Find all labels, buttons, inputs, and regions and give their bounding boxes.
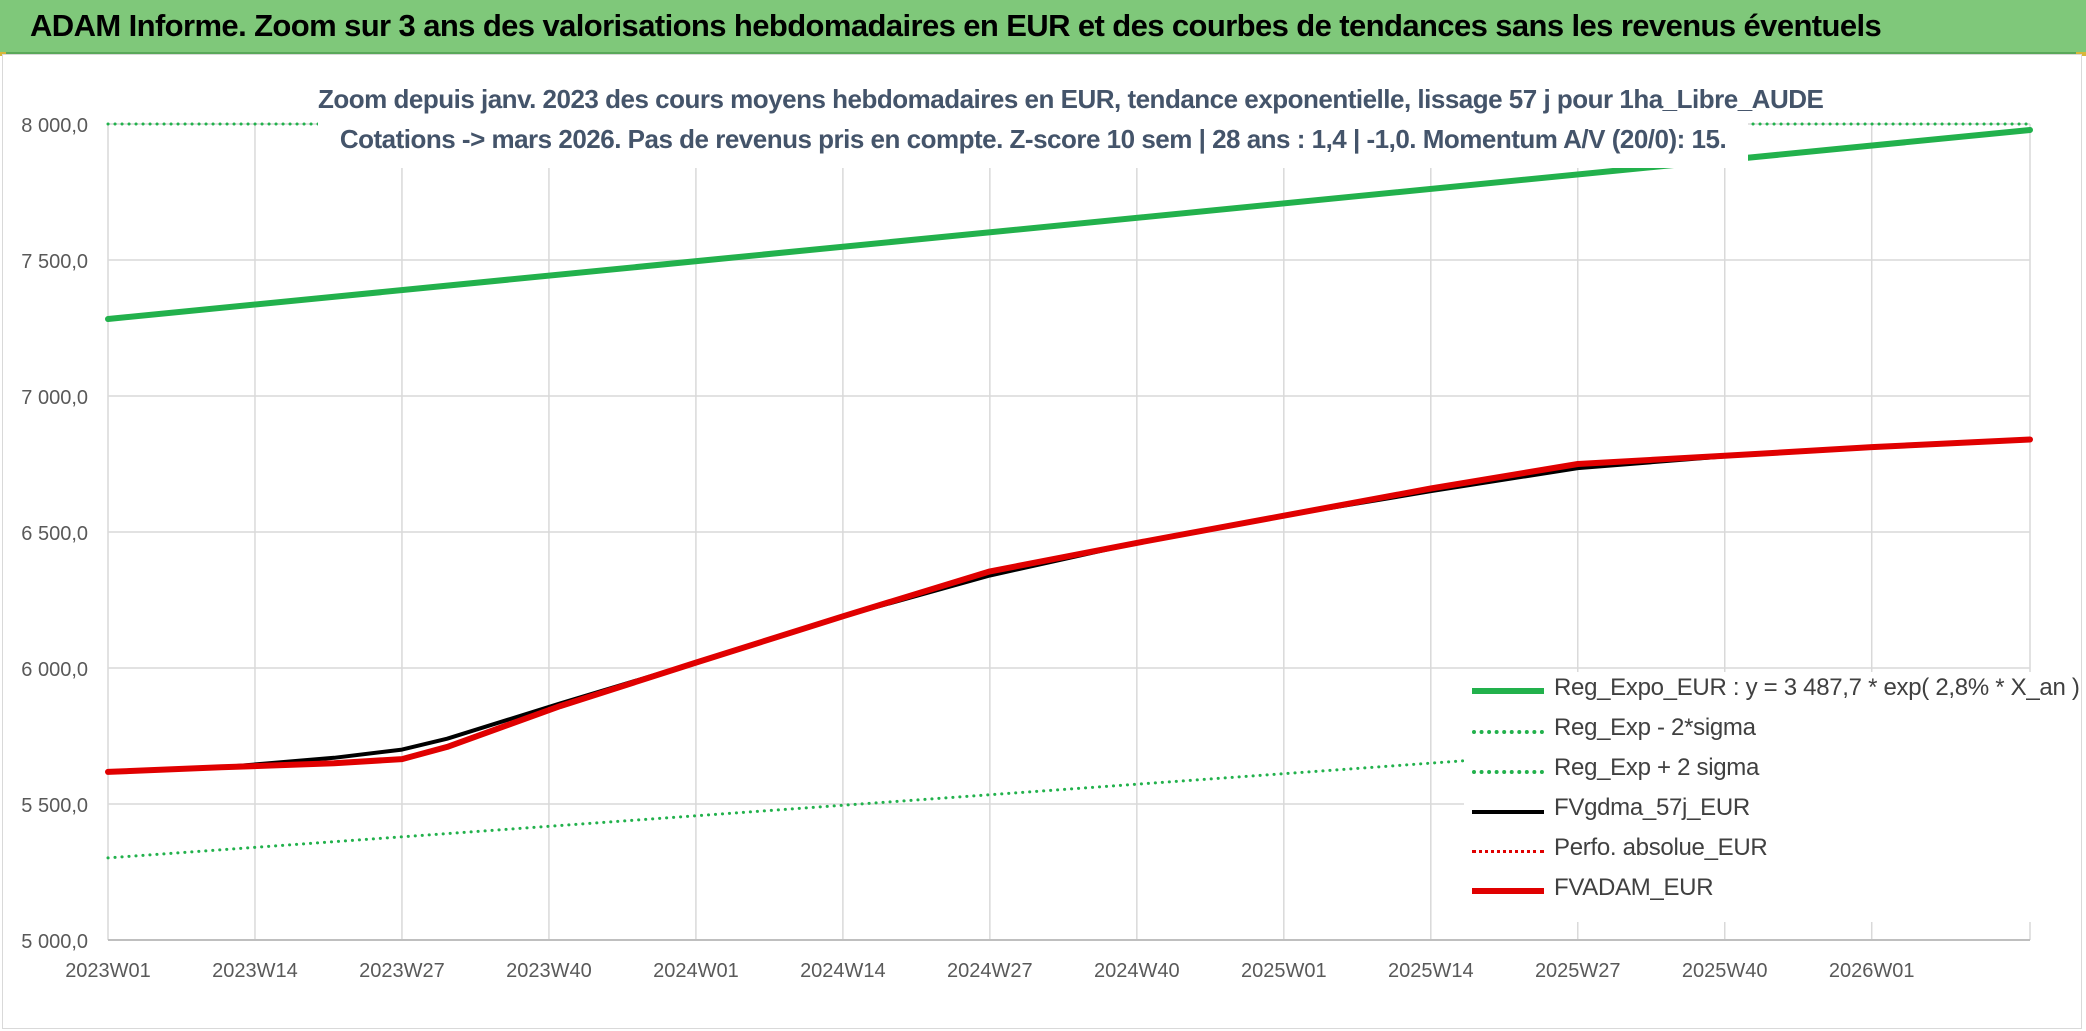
- series-line-4: [106, 438, 2032, 774]
- chart-legend: Reg_Expo_EUR : y = 3 487,7 * exp( 2,8% *…: [1464, 672, 2080, 922]
- y-tick-label: 5 500,0: [21, 795, 88, 817]
- legend-swatch-perfo: [1472, 850, 1544, 853]
- series-line-1: [106, 718, 2032, 860]
- chart-axes: 8 000,0 7 500,0 7 000,0 6 500,0 6 000,0 5 500…: [21, 115, 2030, 982]
- x-tick-label: 2023W27: [359, 960, 445, 982]
- x-tick-label: 2025W01: [1241, 960, 1327, 982]
- legend-label-fvgdma: FVgdma_57j_EUR: [1554, 794, 1750, 821]
- chart-subtitle-line-2: Cotations -> mars 2026. Pas de revenus p…: [339, 124, 1727, 154]
- legend-swatch-reg-plus: [1472, 770, 1544, 774]
- x-tick-label: 2025W40: [1682, 960, 1768, 982]
- legend-swatch-reg-minus: [1472, 730, 1544, 734]
- x-tick-label: 2023W01: [65, 960, 151, 982]
- legend-item-reg-expo: Reg_Expo_EUR : y = 3 487,7 * exp( 2,8% *…: [1464, 672, 2080, 708]
- x-tick-label: 2026W01: [1829, 960, 1915, 982]
- legend-item-perfo: Perfo. absolue_EUR: [1464, 832, 2034, 868]
- y-tick-label: 8 000,0: [21, 115, 88, 137]
- x-tick-label: 2024W40: [1094, 960, 1180, 982]
- y-tick-label: 6 500,0: [21, 523, 88, 545]
- x-tick-label: 2025W14: [1388, 960, 1474, 982]
- legend-label-reg-minus: Reg_Exp - 2*sigma: [1554, 714, 1756, 741]
- y-tick-label: 7 500,0: [21, 251, 88, 273]
- y-tick-label: 5 000,0: [21, 931, 88, 953]
- legend-label-reg-expo: Reg_Expo_EUR : y = 3 487,7 * exp( 2,8% *…: [1554, 674, 2080, 701]
- x-tick-label: 2024W27: [947, 960, 1033, 982]
- report-title: ADAM Informe. Zoom sur 3 ans des valoris…: [30, 8, 1882, 43]
- report-header: ADAM Informe. Zoom sur 3 ans des valoris…: [0, 0, 2086, 54]
- legend-item-reg-minus: Reg_Exp - 2*sigma: [1464, 712, 2034, 748]
- x-tick-label: 2024W14: [800, 960, 886, 982]
- legend-swatch-reg-expo: [1472, 688, 1544, 694]
- x-tick-label: 2025W27: [1535, 960, 1621, 982]
- legend-item-fvgdma: FVgdma_57j_EUR: [1464, 792, 2034, 828]
- x-tick-label: 2023W14: [212, 960, 298, 982]
- legend-swatch-fvgdma: [1472, 810, 1544, 814]
- y-tick-label: 7 000,0: [21, 387, 88, 409]
- legend-item-reg-plus: Reg_Exp + 2 sigma: [1464, 752, 2034, 788]
- chart-subtitle-line-1: Zoom depuis janv. 2023 des cours moyens …: [318, 84, 1824, 114]
- legend-label-perfo: Perfo. absolue_EUR: [1554, 834, 1768, 861]
- legend-label-reg-plus: Reg_Exp + 2 sigma: [1554, 754, 1760, 781]
- y-tick-label: 6 000,0: [21, 659, 88, 681]
- chart-subtitle-box: Zoom depuis janv. 2023 des cours moyens …: [318, 80, 1824, 168]
- legend-label-fvadam: FVADAM_EUR: [1554, 874, 1714, 901]
- legend-item-fvadam: FVADAM_EUR: [1464, 872, 2034, 908]
- x-tick-label: 2024W01: [653, 960, 739, 982]
- legend-swatch-fvadam: [1472, 888, 1544, 894]
- x-tick-label: 2023W40: [506, 960, 592, 982]
